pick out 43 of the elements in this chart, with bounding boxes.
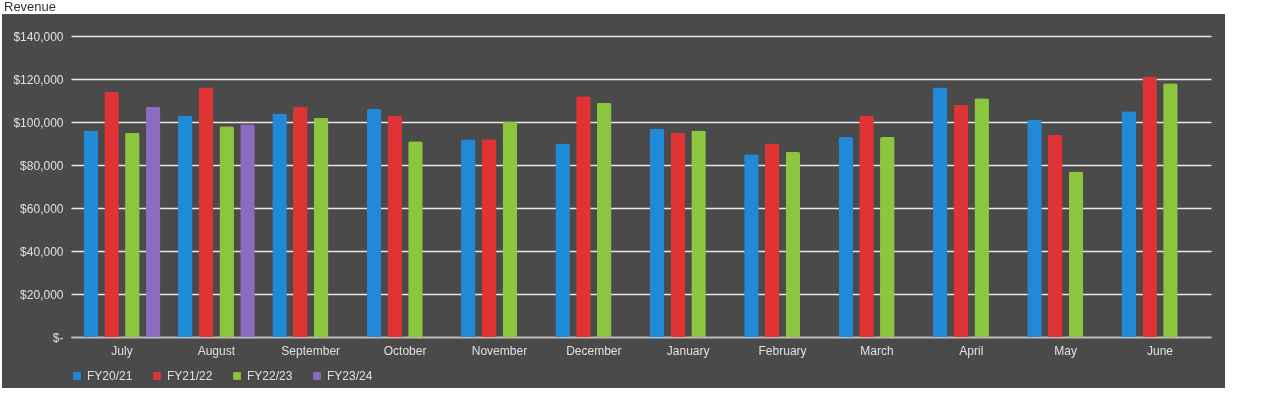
- bar: [145, 106, 161, 337]
- bar: [953, 104, 969, 337]
- y-tick-label: $-: [52, 330, 64, 345]
- bar: [785, 152, 801, 337]
- bar: [198, 87, 214, 337]
- y-tick-label: $100,000: [13, 115, 64, 130]
- x-tick-label: June: [1147, 343, 1174, 358]
- bar: [649, 128, 665, 337]
- x-tick-label: May: [1054, 343, 1077, 358]
- x-tick-label: August: [197, 343, 236, 358]
- bar: [366, 109, 382, 337]
- bar: [764, 143, 780, 337]
- bar: [670, 132, 686, 337]
- bar: [502, 122, 518, 337]
- x-tick-label: November: [471, 343, 528, 358]
- y-tick-label: $80,000: [20, 158, 64, 173]
- bar: [932, 87, 948, 337]
- x-tick-label: July: [111, 343, 133, 358]
- x-tick-label: December: [566, 343, 622, 358]
- legend-label: FY21/22: [167, 369, 213, 383]
- bar: [1121, 111, 1137, 337]
- x-tick-label: January: [666, 343, 710, 358]
- bar: [596, 102, 612, 337]
- bar: [1068, 171, 1084, 337]
- x-tick-label: February: [758, 343, 807, 358]
- bar: [177, 115, 193, 337]
- legend-label: FY22/23: [247, 369, 293, 383]
- y-tick-label: $120,000: [13, 72, 64, 87]
- chart-title: Revenue: [3, 0, 58, 14]
- bar: [838, 137, 854, 337]
- legend-label: FY23/24: [327, 369, 373, 383]
- bar: [83, 130, 99, 337]
- y-tick-label: $40,000: [20, 244, 64, 259]
- x-tick-label: April: [959, 343, 984, 358]
- x-tick-label: September: [281, 343, 341, 358]
- bar: [481, 139, 497, 337]
- y-tick-label: $140,000: [13, 29, 64, 44]
- x-tick-label: March: [860, 343, 894, 358]
- bar: [313, 117, 329, 337]
- legend-label: FY20/21: [87, 369, 133, 383]
- y-tick-label: $20,000: [20, 287, 64, 302]
- x-tick-label: October: [383, 343, 427, 358]
- y-tick-label: $60,000: [20, 201, 64, 216]
